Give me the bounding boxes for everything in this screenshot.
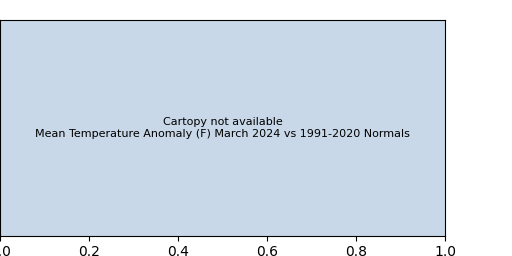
Text: Cartopy not available
Mean Temperature Anomaly (F) March 2024 vs 1991-2020 Norma: Cartopy not available Mean Temperature A… — [35, 117, 410, 139]
